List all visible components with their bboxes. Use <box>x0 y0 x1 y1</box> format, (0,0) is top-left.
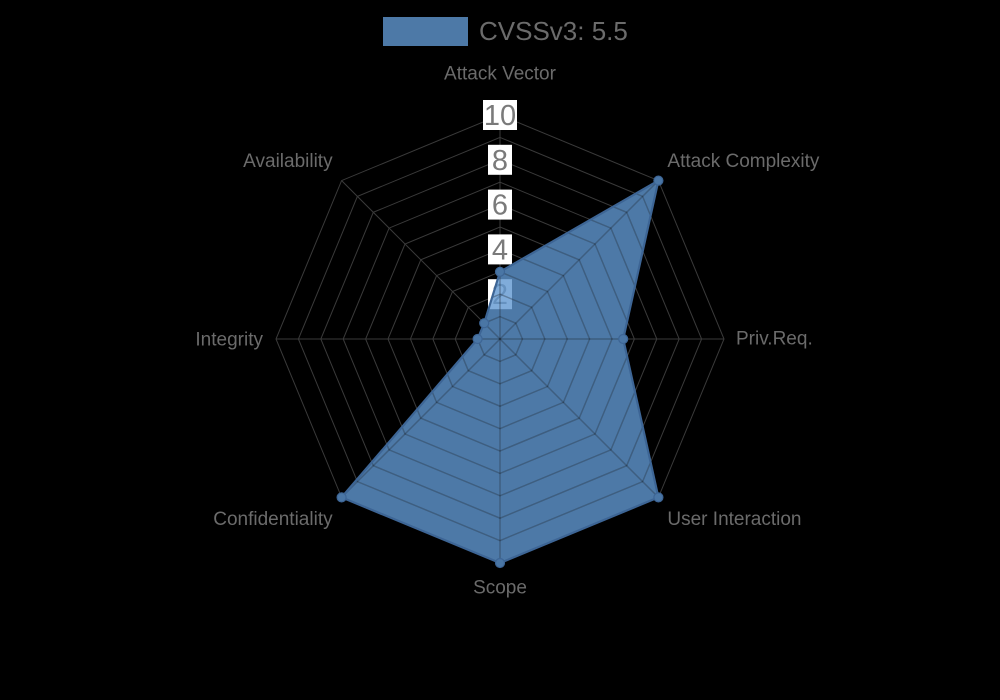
vertex-marker-confidentiality <box>336 492 347 503</box>
grid-spoke-inner <box>499 180 659 340</box>
tick-label: 10 <box>484 100 516 132</box>
radar-polygon-fill <box>341 180 659 563</box>
vertex-marker-scope <box>494 557 506 569</box>
vertex-marker-priv-req <box>618 333 629 345</box>
tick-box <box>488 144 512 175</box>
axis-label-user-interaction: User Interaction <box>667 509 801 530</box>
axis-label-confidentiality: Confidentiality <box>213 509 333 530</box>
tick-label: 8 <box>492 145 508 177</box>
grid-spoke-inner <box>499 338 659 498</box>
tick-label: 6 <box>492 190 508 222</box>
vertex-marker-integrity <box>472 333 483 345</box>
grid-ring-inner <box>341 180 659 542</box>
vertex-marker-attack-vector <box>494 266 506 277</box>
vertex-marker-user-interaction <box>653 492 664 503</box>
axis-label-attack-complexity: Attack Complexity <box>667 151 820 172</box>
axis-label-integrity: Integrity <box>195 330 263 351</box>
tick-box <box>488 189 512 220</box>
tick-label: 4 <box>492 234 508 266</box>
axis-label-availability: Availability <box>243 151 333 172</box>
axis-label-priv-req: Priv.Req. <box>736 329 813 350</box>
grid-spoke <box>341 180 501 340</box>
chart-legend: CVSSv3: 5.5 <box>383 17 628 46</box>
vertex-marker-availability <box>479 318 490 329</box>
tick-box <box>483 100 517 130</box>
vertex-marker-attack-complexity <box>653 175 664 186</box>
legend-label: CVSSv3: 5.5 <box>479 16 628 46</box>
axis-label-scope: Scope <box>473 578 527 599</box>
legend-swatch <box>383 17 468 46</box>
grid-spoke-inner <box>341 338 501 498</box>
axis-label-attack-vector: Attack Vector <box>444 64 557 85</box>
tick-box <box>488 234 512 265</box>
